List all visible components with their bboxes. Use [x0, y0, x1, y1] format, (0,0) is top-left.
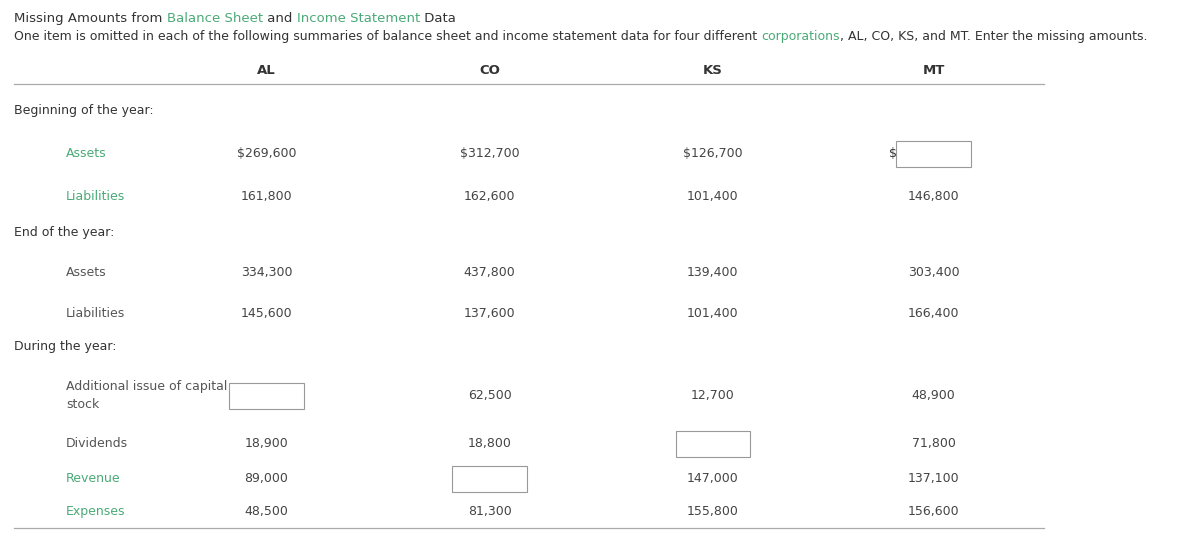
Text: 101,400: 101,400 — [686, 190, 739, 202]
Text: 137,600: 137,600 — [463, 307, 516, 320]
Text: 137,100: 137,100 — [907, 472, 960, 485]
Text: End of the year:: End of the year: — [14, 226, 115, 239]
Text: 156,600: 156,600 — [907, 505, 960, 518]
Text: corporations: corporations — [762, 30, 840, 43]
Text: AL: AL — [257, 64, 276, 77]
Text: Assets: Assets — [66, 147, 107, 160]
Text: KS: KS — [703, 64, 722, 77]
Text: Beginning of the year:: Beginning of the year: — [14, 104, 154, 117]
Text: 101,400: 101,400 — [686, 307, 739, 320]
Text: 147,000: 147,000 — [686, 472, 739, 485]
Text: 81,300: 81,300 — [468, 505, 511, 518]
Text: Revenue: Revenue — [66, 472, 121, 485]
Text: 12,700: 12,700 — [691, 389, 734, 402]
Text: Liabilities: Liabilities — [66, 307, 125, 320]
Text: 18,800: 18,800 — [468, 437, 511, 450]
Text: 437,800: 437,800 — [463, 266, 516, 279]
Text: and: and — [263, 12, 296, 25]
Text: 48,500: 48,500 — [245, 505, 288, 518]
Text: Balance Sheet: Balance Sheet — [167, 12, 263, 25]
Text: , AL, CO, KS, and MT. Enter the missing amounts.: , AL, CO, KS, and MT. Enter the missing … — [840, 30, 1147, 43]
Text: 303,400: 303,400 — [907, 266, 960, 279]
Text: One item is omitted in each of the following summaries of balance sheet and inco: One item is omitted in each of the follo… — [14, 30, 762, 43]
Text: 18,900: 18,900 — [245, 437, 288, 450]
Text: MT: MT — [923, 64, 944, 77]
Text: $312,700: $312,700 — [460, 147, 520, 160]
Text: 145,600: 145,600 — [240, 307, 293, 320]
Text: $: $ — [889, 147, 898, 160]
Text: Dividends: Dividends — [66, 437, 128, 450]
Text: CO: CO — [479, 64, 500, 77]
Text: 62,500: 62,500 — [468, 389, 511, 402]
Text: 71,800: 71,800 — [912, 437, 955, 450]
Text: 162,600: 162,600 — [464, 190, 515, 202]
Text: 139,400: 139,400 — [688, 266, 738, 279]
Text: $126,700: $126,700 — [683, 147, 743, 160]
Text: Assets: Assets — [66, 266, 107, 279]
Text: 48,900: 48,900 — [912, 389, 955, 402]
Text: 161,800: 161,800 — [240, 190, 293, 202]
Text: Missing Amounts from: Missing Amounts from — [14, 12, 167, 25]
Text: Expenses: Expenses — [66, 505, 126, 518]
Text: Liabilities: Liabilities — [66, 190, 125, 202]
Text: Data: Data — [420, 12, 456, 25]
Text: Additional issue of capital
stock: Additional issue of capital stock — [66, 380, 227, 411]
Text: 146,800: 146,800 — [907, 190, 960, 202]
Text: During the year:: During the year: — [14, 340, 116, 353]
Text: 89,000: 89,000 — [245, 472, 288, 485]
Text: Income Statement: Income Statement — [296, 12, 420, 25]
Text: 166,400: 166,400 — [908, 307, 959, 320]
Text: $269,600: $269,600 — [236, 147, 296, 160]
Text: 334,300: 334,300 — [241, 266, 292, 279]
Text: 155,800: 155,800 — [686, 505, 739, 518]
